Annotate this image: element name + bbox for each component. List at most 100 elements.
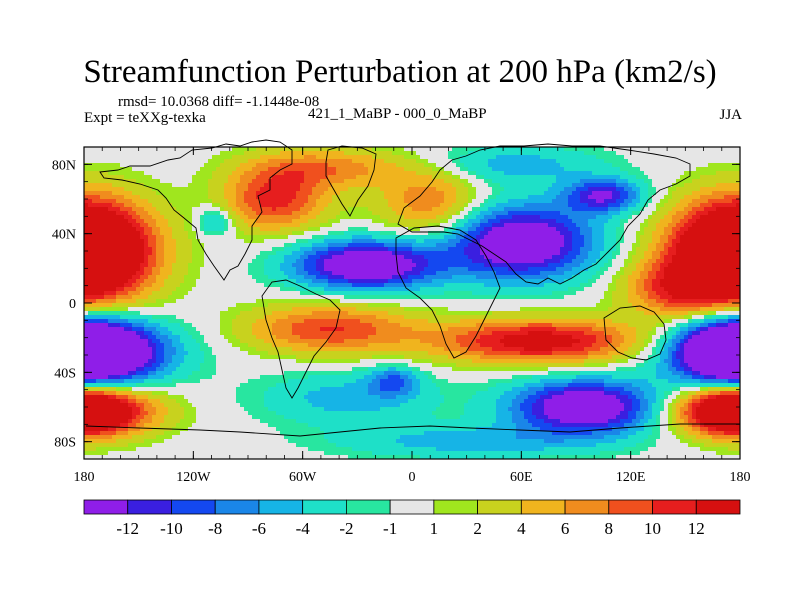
heatmap-cell [596,171,600,175]
heatmap-cell [520,151,524,155]
heatmap-cell [296,227,300,231]
heatmap-cell [244,243,248,247]
heatmap-cell [460,167,464,171]
heatmap-cell [480,203,484,207]
heatmap-cell [492,183,496,187]
heatmap-cell [376,247,380,251]
heatmap-cell [140,187,144,191]
heatmap-cell [304,219,308,223]
heatmap-cell [364,211,368,215]
heatmap-cell [636,199,640,203]
heatmap-cell [588,179,592,183]
heatmap-cell [496,187,500,191]
heatmap-cell [608,211,612,215]
heatmap-cell [232,151,236,155]
heatmap-cell [520,183,524,187]
heatmap-cell [164,151,168,155]
heatmap-cell [144,255,148,259]
heatmap-cell [640,171,644,175]
heatmap-cell [592,167,596,171]
heatmap-cell [336,259,340,263]
heatmap-cell [220,239,224,243]
heatmap-cell [600,187,604,191]
heatmap-cell [728,151,732,155]
heatmap-cell [208,159,212,163]
heatmap-cell [92,215,96,219]
heatmap-cell [212,211,216,215]
heatmap-cell [84,175,88,179]
heatmap-cell [660,147,664,151]
heatmap-cell [460,199,464,203]
heatmap-cell [516,151,520,155]
heatmap-cell [92,211,96,215]
heatmap-cell [428,155,432,159]
heatmap-cell [560,159,564,163]
heatmap-cell [576,159,580,163]
heatmap-cell [276,235,280,239]
heatmap-cell [648,251,652,255]
heatmap-cell [196,267,200,271]
heatmap-cell [700,195,704,199]
heatmap-cell [644,159,648,163]
heatmap-cell [88,207,92,211]
heatmap-cell [524,243,528,247]
heatmap-cell [720,239,724,243]
heatmap-cell [328,171,332,175]
heatmap-cell [116,203,120,207]
heatmap-cell [356,223,360,227]
heatmap-cell [192,243,196,247]
heatmap-cell [588,255,592,259]
heatmap-cell [116,227,120,231]
heatmap-cell [264,195,268,199]
heatmap-cell [212,159,216,163]
heatmap-cell [724,195,728,199]
heatmap-cell [84,251,88,255]
heatmap-cell [356,187,360,191]
heatmap-cell [596,227,600,231]
heatmap-cell [700,151,704,155]
heatmap-cell [584,235,588,239]
heatmap-cell [528,199,532,203]
heatmap-cell [616,151,620,155]
heatmap-cell [516,171,520,175]
heatmap-cell [284,179,288,183]
heatmap-cell [424,203,428,207]
heatmap-cell [672,239,676,243]
heatmap-cell [496,207,500,211]
heatmap-cell [300,155,304,159]
heatmap-cell [192,211,196,215]
heatmap-cell [644,231,648,235]
heatmap-cell [488,223,492,227]
heatmap-cell [112,151,116,155]
heatmap-cell [244,223,248,227]
heatmap-cell [384,183,388,187]
heatmap-cell [656,183,660,187]
heatmap-cell [704,247,708,251]
heatmap-cell [224,171,228,175]
heatmap-cell [728,147,732,151]
heatmap-cell [384,147,388,151]
heatmap-cell [356,167,360,171]
heatmap-cell [328,227,332,231]
heatmap-cell [696,175,700,179]
heatmap-cell [84,219,88,223]
heatmap-cell [212,203,216,207]
heatmap-cell [500,175,504,179]
heatmap-cell [652,175,656,179]
heatmap-cell [284,191,288,195]
heatmap-cell [84,235,88,239]
heatmap-cell [704,243,708,247]
heatmap-cell [640,199,644,203]
heatmap-cell [544,155,548,159]
heatmap-cell [556,191,560,195]
heatmap-cell [376,219,380,223]
heatmap-cell [224,175,228,179]
heatmap-cell [504,175,508,179]
heatmap-cell [316,167,320,171]
heatmap-cell [192,231,196,235]
heatmap-cell [636,235,640,239]
heatmap-cell [556,195,560,199]
heatmap-cell [712,219,716,223]
heatmap-cell [660,151,664,155]
heatmap-cell [136,235,140,239]
